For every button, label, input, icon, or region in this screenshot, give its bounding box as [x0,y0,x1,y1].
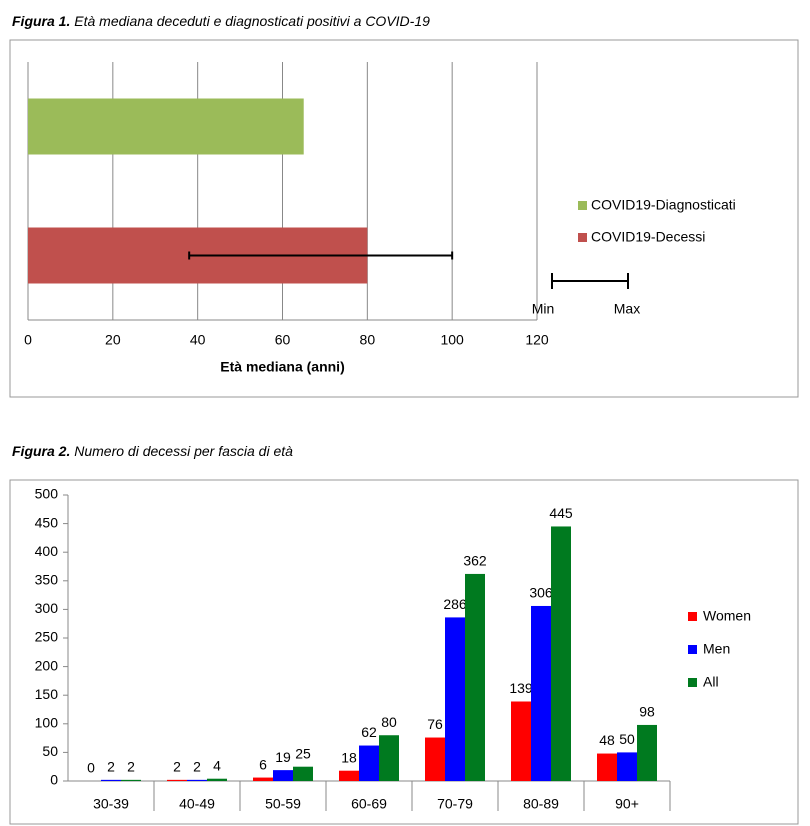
legend-label: Max [614,301,640,317]
data-label: 48 [599,732,615,748]
bar [187,779,207,781]
legend-label: COVID19-Diagnosticati [591,197,736,213]
bar [551,526,571,781]
bar [511,701,531,781]
x-tick-label: 80 [360,332,376,348]
figure-label: Figura 2. [12,443,70,459]
data-label: 50 [619,731,635,747]
data-label: 139 [509,680,533,696]
figure-label: Figura 1. [12,13,70,29]
data-label: 286 [443,596,467,612]
legend-swatch [578,233,587,242]
bar [425,737,445,781]
legend-label: Men [703,641,730,657]
legend-label: COVID19-Decessi [591,229,705,245]
chart-frame [9,39,799,398]
bar [445,617,465,781]
y-tick-label: 150 [35,686,59,702]
y-tick-label: 350 [35,572,59,588]
data-label: 76 [427,716,443,732]
x-tick-label: 50-59 [265,796,301,812]
data-label: 2 [107,759,115,775]
x-tick-label: 120 [525,332,549,348]
bar [531,605,551,781]
data-label: 362 [463,553,487,569]
data-label: 18 [341,749,357,765]
x-tick-label: 30-39 [93,796,129,812]
figure-title: Figura 1. Età mediana deceduti e diagnos… [12,13,430,29]
data-label: 62 [361,724,377,740]
legend-label: All [703,674,719,690]
legend-label: Women [703,608,751,624]
bar [617,752,637,781]
x-tick-label: 80-89 [523,796,559,812]
x-tick-label: 40 [190,332,206,348]
y-tick-label: 50 [42,743,58,759]
y-tick-label: 300 [35,600,59,616]
bar [379,735,399,781]
x-axis-label: Età mediana (anni) [220,359,344,375]
data-label: 306 [529,585,553,601]
y-tick-label: 400 [35,543,59,559]
y-tick-label: 500 [35,486,59,502]
figure-title: Figura 2. Numero di decessi per fascia d… [12,443,293,459]
x-tick-label: 20 [105,332,121,348]
x-tick-label: 60 [275,332,291,348]
bar [253,777,273,781]
figure-caption: Numero di decessi per fascia di età [74,443,293,459]
data-label: 6 [259,756,267,772]
bar [273,770,293,781]
bar [637,724,657,781]
legend-swatch [688,645,697,654]
bar [293,766,313,781]
y-tick-label: 250 [35,629,59,645]
data-label: 2 [127,759,135,775]
legend-swatch [578,201,587,210]
data-label: 2 [173,759,181,775]
bar [121,779,141,781]
y-tick-label: 100 [35,715,59,731]
y-tick-label: 0 [50,772,58,788]
bar [465,573,485,781]
bar [28,98,304,155]
data-label: 445 [549,505,573,521]
data-label: 19 [275,749,291,765]
x-tick-label: 90+ [615,796,639,812]
x-tick-label: 60-69 [351,796,387,812]
x-tick-label: 40-49 [179,796,215,812]
bar [167,779,187,781]
y-tick-label: 450 [35,514,59,530]
bar [359,745,379,781]
legend-swatch [688,678,697,687]
bar [101,779,121,781]
data-label: 80 [381,714,397,730]
x-tick-label: 0 [24,332,32,348]
legend-label: Min [532,301,555,317]
y-tick-label: 200 [35,657,59,673]
bar [207,778,227,781]
x-tick-label: 100 [440,332,464,348]
data-label: 25 [295,745,311,761]
bar [597,753,617,781]
figure-caption: Età mediana deceduti e diagnosticati pos… [74,13,430,29]
bar [339,770,359,781]
data-label: 0 [87,760,95,776]
data-label: 2 [193,759,201,775]
x-tick-label: 70-79 [437,796,473,812]
legend-swatch [688,612,697,621]
chart-frame [9,479,799,825]
data-label: 98 [639,704,655,720]
data-label: 4 [213,757,221,773]
